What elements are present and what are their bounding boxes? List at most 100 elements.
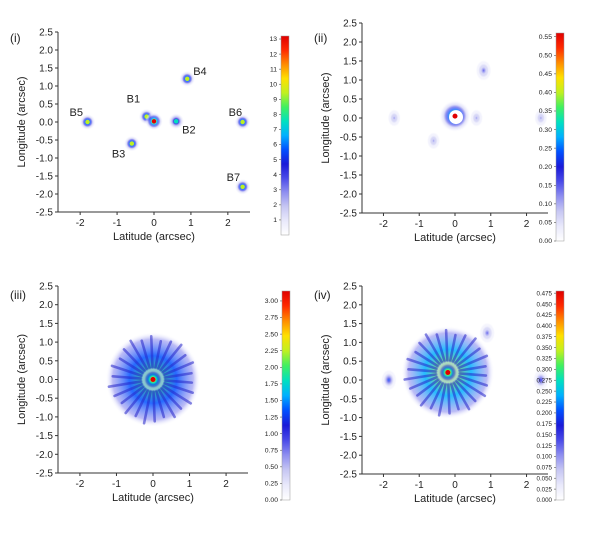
halo-spoke	[124, 387, 147, 415]
y-tick-label: -0.5	[340, 394, 358, 405]
colorbar-tick-label: 0.75	[265, 447, 278, 454]
source-peak	[151, 119, 157, 124]
halo-spoke	[454, 379, 477, 403]
x-tick-label: 2	[225, 218, 231, 229]
halo-spoke	[162, 361, 195, 377]
colorbar-tick-label: 3	[273, 187, 277, 194]
halo-spoke	[457, 374, 488, 387]
diffuse-mark	[478, 321, 497, 345]
y-tick-label: -2.0	[36, 190, 54, 201]
source-peak	[85, 119, 90, 125]
core-peak	[150, 377, 156, 382]
colorbar-tick-label: 2.00	[265, 365, 278, 372]
x-axis-label: Latitude (arcsec)	[113, 231, 195, 243]
halo-spoke	[406, 357, 439, 371]
halo-spoke	[416, 378, 440, 397]
source-peak	[240, 184, 245, 189]
colorbar-tick-label: 0.40	[539, 90, 552, 97]
colorbar-tick-label: 0.475	[537, 290, 553, 297]
colorbar-tick-label: 0.100	[537, 454, 553, 461]
heatmap-marks	[379, 321, 548, 419]
x-tick-label: 2	[524, 480, 530, 491]
colorbar-tick-label: 2.25	[265, 348, 278, 355]
diffuse-mark	[474, 58, 493, 83]
heatmap-marks	[78, 69, 250, 196]
y-tick-label: -1.0	[36, 154, 54, 165]
y-tick-label: -1.5	[36, 172, 54, 183]
x-tick-label: -2	[75, 479, 84, 490]
colorbar: 0.475 0.450 0.425 0.400 0.375 0.350 0.325 0.300…	[537, 290, 565, 504]
panel-label: (iv)	[314, 288, 331, 302]
x-tick-label: -2	[76, 218, 85, 229]
halo-spoke	[129, 339, 149, 371]
source-label: B1	[127, 94, 140, 106]
colorbar: 13 12 11 10 9 8 7 6 5 4 3 2 1	[269, 35, 290, 236]
colorbar-tick-label: 0.300	[537, 367, 553, 374]
halo-spoke	[159, 386, 183, 410]
halo-spoke	[163, 379, 194, 384]
x-tick-label: 2	[524, 219, 530, 230]
colorbar-tick-label: 0.400	[537, 323, 553, 330]
colorbar-tick-label: 12	[269, 51, 277, 58]
source-label: B3	[112, 149, 125, 161]
halo-spoke	[453, 337, 477, 365]
x-tick-label: -2	[379, 480, 388, 491]
halo-spoke	[140, 339, 151, 370]
colorbar-tick-label: 1.25	[265, 414, 278, 421]
colorbar-tick-label: 0.225	[537, 399, 553, 406]
x-tick-label: 1	[187, 479, 193, 490]
colorbar-tick-label: 0.25	[265, 481, 278, 488]
y-tick-label: 2.5	[39, 282, 53, 293]
colorbar-tick-label: 1	[273, 217, 277, 224]
colorbar-tick-label: 0.450	[537, 301, 553, 308]
y-tick-label: 1.5	[343, 57, 357, 68]
colorbar-tick-label: 0.05	[539, 220, 552, 227]
y-tick-label: -1.5	[340, 432, 358, 443]
y-tick-label: 0.0	[343, 376, 357, 387]
y-tick-label: -0.5	[36, 136, 54, 147]
y-tick-label: 0.0	[343, 114, 357, 125]
halo-spokes	[403, 328, 489, 417]
halo-spoke	[142, 389, 152, 425]
colorbar-tick-label: 0.00	[265, 497, 278, 504]
halo-spoke	[113, 382, 144, 398]
y-tick-label: 0.0	[39, 375, 53, 386]
colorbar-tick-label: 0.45	[539, 71, 552, 78]
colorbar-tick-label: 2	[273, 202, 277, 209]
halo-spoke	[163, 371, 193, 379]
halo-spoke	[152, 390, 157, 423]
y-tick-label: 0.5	[39, 100, 53, 111]
y-tick-label: -2.5	[36, 208, 54, 219]
source-peak	[173, 119, 179, 124]
x-tick-label: 0	[452, 219, 458, 230]
colorbar-tick-label: 0.000	[537, 497, 553, 504]
halo-spoke	[451, 334, 467, 364]
colorbar-tick-label: 4	[273, 172, 277, 179]
halo-spoke	[122, 348, 147, 373]
halo-spoke	[154, 340, 163, 370]
halo-spoke	[403, 373, 438, 381]
x-axis-label: Latitude (arcsec)	[414, 232, 496, 244]
colorbar-tick-label: 0.50	[539, 52, 552, 59]
y-tick-label: 2.5	[343, 282, 357, 293]
colorbar-tick-label: 3.00	[265, 298, 278, 305]
halo-spoke	[447, 382, 451, 415]
y-tick-label: -1.5	[36, 431, 54, 442]
x-tick-label: -2	[379, 219, 388, 230]
y-tick-label: -2.0	[340, 190, 358, 201]
x-axis-label: Latitude (arcsec)	[112, 492, 194, 504]
y-tick-label: -2.0	[340, 451, 358, 462]
colorbar-tick-label: 9	[273, 97, 277, 104]
colorbar-gradient	[280, 35, 290, 236]
colorbar-tick-label: 0.350	[537, 345, 553, 352]
halo-spoke	[157, 388, 176, 419]
colorbar-tick-label: 0.175	[537, 421, 553, 428]
colorbar-gradient	[555, 290, 565, 501]
source-label: B5	[70, 107, 83, 119]
panel-label: (iii)	[10, 288, 26, 302]
halo-spoke	[107, 380, 143, 388]
halo-spoke	[458, 365, 487, 372]
y-tick-label: 1.0	[39, 338, 53, 349]
colorbar-tick-label: 0.150	[537, 432, 553, 439]
